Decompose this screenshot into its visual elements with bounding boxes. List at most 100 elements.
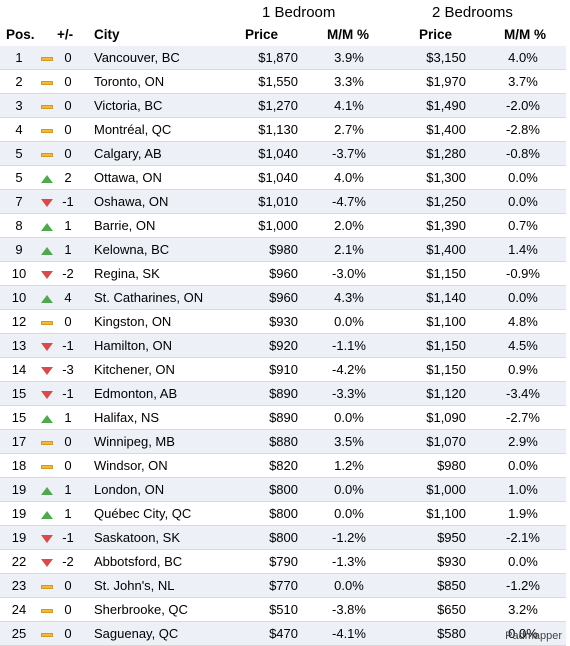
gap-cell	[80, 333, 94, 358]
mm2-cell: -3.4%	[480, 381, 566, 406]
pos-cell: 19	[0, 525, 38, 550]
table-row: 12 0 Kingston, ON $930 0.0% $1,100 4.8%	[0, 309, 566, 334]
table-row: 19 1 London, ON $800 0.0% $1,000 1.0%	[0, 477, 566, 502]
trend-cell	[38, 429, 56, 454]
pos-cell: 5	[0, 141, 38, 166]
trend-cell	[38, 213, 56, 238]
change-header: +/-	[57, 27, 74, 42]
price2-cell: $1,140	[386, 285, 480, 310]
city-cell: Vancouver, BC	[94, 46, 234, 70]
gap-cell	[80, 237, 94, 262]
mm2-cell: 1.0%	[480, 477, 566, 502]
mm1-cell: 0.0%	[312, 405, 386, 430]
trend-cell	[38, 309, 56, 334]
table-row: 22 -2 Abbotsford, BC $790 -1.3% $930 0.0%	[0, 549, 566, 574]
price1-cell: $800	[234, 501, 312, 526]
table-row: 15 -1 Edmonton, AB $890 -3.3% $1,120 -3.4%	[0, 381, 566, 406]
table-row: 10 4 St. Catharines, ON $960 4.3% $1,140 0.0%	[0, 285, 566, 310]
triangle-up-icon	[41, 510, 53, 519]
pos-cell: 10	[0, 285, 38, 310]
gap-cell	[80, 453, 94, 478]
price2-cell: $580	[386, 621, 480, 646]
pos-cell: 4	[0, 117, 38, 142]
gap-cell	[80, 573, 94, 598]
mm1-cell: 0.0%	[312, 501, 386, 526]
trend-cell	[38, 285, 56, 310]
gap-cell	[80, 93, 94, 118]
gap-cell	[80, 525, 94, 550]
price1-cell: $770	[234, 573, 312, 598]
pos-cell: 23	[0, 573, 38, 598]
gap-cell	[80, 213, 94, 238]
mm1-cell: -4.7%	[312, 189, 386, 214]
mm2-cell: 0.0%	[480, 189, 566, 214]
price2-cell: $1,150	[386, 357, 480, 382]
mm1-cell: 3.3%	[312, 69, 386, 94]
table-body: 1 0 Vancouver, BC $1,870 3.9% $3,150 4.0% 2 0 Tor…	[0, 46, 566, 646]
city-cell: Saskatoon, SK	[94, 525, 234, 550]
one-bedroom-header: 1 Bedroom	[262, 4, 336, 21]
trend-cell	[38, 477, 56, 502]
dash-icon	[41, 320, 53, 325]
city-header: City	[94, 27, 120, 42]
pos-cell: 8	[0, 213, 38, 238]
table-row: 2 0 Toronto, ON $1,550 3.3% $1,970 3.7%	[0, 69, 566, 94]
change-cell: 0	[56, 621, 80, 646]
trend-cell	[38, 357, 56, 382]
price1-header: Price	[245, 27, 279, 42]
city-cell: Winnipeg, MB	[94, 429, 234, 454]
change-cell: -1	[56, 333, 80, 358]
pos-cell: 3	[0, 93, 38, 118]
dash-icon	[41, 584, 53, 589]
trend-cell	[38, 597, 56, 622]
triangle-up-icon	[41, 294, 53, 303]
dash-icon	[41, 440, 53, 445]
change-cell: 0	[56, 46, 80, 70]
price2-cell: $1,120	[386, 381, 480, 406]
mm2-cell: -2.8%	[480, 117, 566, 142]
mm1-cell: 4.3%	[312, 285, 386, 310]
price2-cell: $1,150	[386, 261, 480, 286]
triangle-up-icon	[41, 414, 53, 423]
price1-cell: $890	[234, 381, 312, 406]
mm1-cell: -3.3%	[312, 381, 386, 406]
table-row: 10 -2 Regina, SK $960 -3.0% $1,150 -0.9%	[0, 261, 566, 286]
city-cell: Halifax, NS	[94, 405, 234, 430]
table-row: 3 0 Victoria, BC $1,270 4.1% $1,490 -2.0%	[0, 93, 566, 118]
triangle-down-icon	[41, 366, 53, 375]
price1-cell: $1,270	[234, 93, 312, 118]
city-cell: London, ON	[94, 477, 234, 502]
change-cell: 0	[56, 573, 80, 598]
trend-cell	[38, 381, 56, 406]
trend-cell	[38, 237, 56, 262]
triangle-down-icon	[41, 390, 53, 399]
city-cell: Saguenay, QC	[94, 621, 234, 646]
change-cell: -2	[56, 549, 80, 574]
city-cell: Hamilton, ON	[94, 333, 234, 358]
mm1-cell: 0.0%	[312, 309, 386, 334]
city-cell: Barrie, ON	[94, 213, 234, 238]
change-cell: 1	[56, 405, 80, 430]
table-row: 19 -1 Saskatoon, SK $800 -1.2% $950 -2.1%	[0, 525, 566, 550]
pos-cell: 18	[0, 453, 38, 478]
mm1-cell: 3.5%	[312, 429, 386, 454]
triangle-up-icon	[41, 174, 53, 183]
mm2-cell: -2.1%	[480, 525, 566, 550]
price1-cell: $930	[234, 309, 312, 334]
trend-cell	[38, 621, 56, 646]
table-row: 14 -3 Kitchener, ON $910 -4.2% $1,150 0.9%	[0, 357, 566, 382]
price1-cell: $510	[234, 597, 312, 622]
price2-cell: $930	[386, 549, 480, 574]
pos-cell: 2	[0, 69, 38, 94]
dash-icon	[41, 128, 53, 133]
price2-cell: $1,100	[386, 501, 480, 526]
trend-cell	[38, 525, 56, 550]
gap-cell	[80, 46, 94, 70]
table-row: 18 0 Windsor, ON $820 1.2% $980 0.0%	[0, 453, 566, 478]
change-cell: -1	[56, 525, 80, 550]
price2-cell: $1,100	[386, 309, 480, 334]
mm1-cell: 0.0%	[312, 477, 386, 502]
trend-cell	[38, 501, 56, 526]
city-cell: Calgary, AB	[94, 141, 234, 166]
dash-icon	[41, 608, 53, 613]
